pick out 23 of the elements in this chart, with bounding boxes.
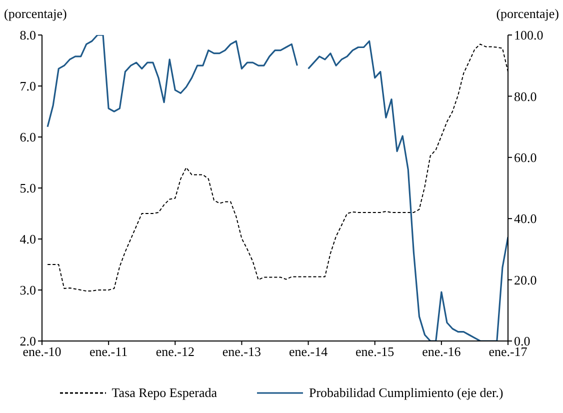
x-tick-label: ene.-14 (288, 344, 328, 360)
y2-tick-label: 80.0 (514, 88, 537, 104)
x-tick-label: ene.-13 (222, 344, 262, 360)
x-tick-label: ene.-15 (356, 344, 394, 360)
y-tick-label: 6.0 (20, 130, 36, 145)
y-axis-title: (porcentaje) (4, 6, 67, 22)
legend-label: Probabilidad Cumplimiento (eje der.) (308, 385, 504, 401)
y2-tick-label: 20.0 (514, 272, 537, 288)
x-tick-label: ene.-11 (90, 344, 128, 360)
y2-tick-label: 0.0 (514, 334, 530, 349)
y-tick-label: 2.0 (20, 334, 36, 349)
legend-label: Tasa Repo Esperada (112, 385, 217, 401)
y-tick-label: 7.0 (20, 78, 36, 94)
y2-tick-label: 100.0 (514, 28, 544, 43)
y2-axis-title: (porcentaje) (496, 6, 559, 22)
y-tick-label: 8.0 (20, 28, 36, 43)
y2-tick-label: 40.0 (514, 211, 537, 226)
y-tick-label: 5.0 (20, 180, 36, 196)
y-tick-label: 4.0 (20, 232, 36, 247)
x-tick-label: ene.-12 (156, 344, 194, 360)
y-tick-label: 3.0 (20, 282, 36, 298)
y2-tick-label: 60.0 (514, 150, 537, 166)
x-tick-label: ene.-16 (422, 344, 462, 360)
